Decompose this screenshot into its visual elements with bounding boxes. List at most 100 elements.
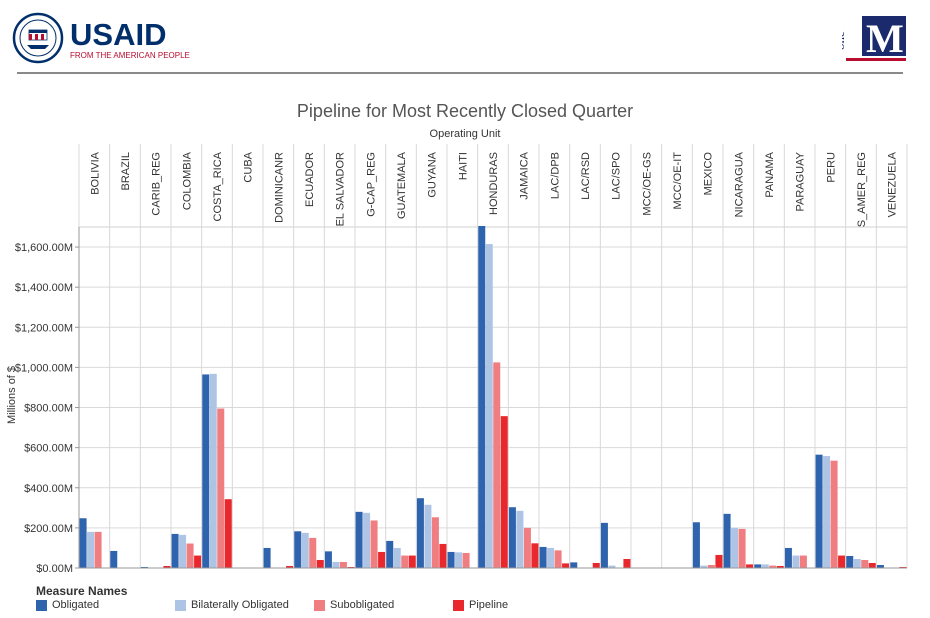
bar-obligated	[478, 225, 486, 568]
category-label: DOMINICANR	[273, 152, 285, 223]
bar-pipeline	[286, 565, 294, 568]
category-label: LAC/DPB	[549, 152, 561, 199]
bar-obligated	[79, 518, 87, 568]
bar-subobligated	[830, 460, 838, 568]
chart-title: Pipeline for Most Recently Closed Quarte…	[296, 101, 634, 121]
chart-subtitle: Operating Unit	[429, 128, 501, 140]
bar-obligated	[784, 547, 792, 568]
category-label: HAITI	[457, 152, 469, 180]
category-label: S_AMER_REG	[856, 152, 868, 227]
category-label: ECUADOR	[304, 152, 316, 207]
bar-obligated	[294, 531, 302, 568]
legend-swatch-pipeline	[453, 599, 464, 611]
bar-bilaterally-obligated	[792, 555, 800, 568]
legend-item-obligated: Obligated	[36, 598, 99, 612]
bar-subobligated	[799, 555, 807, 568]
bar-subobligated	[554, 550, 562, 568]
category-label: COSTA_RICA	[212, 151, 224, 221]
bar-bilaterally-obligated	[301, 532, 309, 568]
bar-subobligated	[769, 565, 777, 568]
category-label: MCC/OE-GS	[641, 152, 653, 216]
bar-obligated	[570, 562, 578, 568]
bar-pipeline	[439, 543, 447, 568]
bar-subobligated	[861, 559, 869, 568]
bar-subobligated	[401, 555, 409, 568]
category-label: EL SALVADOR	[335, 152, 347, 226]
bar-bilaterally-obligated	[363, 512, 371, 568]
bar-pipeline	[838, 555, 846, 568]
y-tick-label: $1,600.00M	[15, 242, 73, 254]
legend-label-subobligated: Subobligated	[330, 599, 395, 611]
bar-obligated	[846, 555, 854, 568]
bar-subobligated	[339, 561, 347, 568]
legend-title: Measure Names	[36, 584, 128, 598]
onem-logo: M one	[842, 16, 906, 61]
bar-pipeline	[715, 554, 723, 568]
onem-letter: M	[866, 16, 904, 61]
bar-bilaterally-obligated	[424, 504, 432, 568]
category-label: PARAGUAY	[795, 151, 807, 211]
bar-obligated	[539, 546, 547, 568]
bar-pipeline	[623, 558, 631, 568]
bar-pipeline	[531, 543, 539, 568]
legend-swatch-obligated	[36, 599, 47, 611]
bar-obligated	[355, 511, 363, 568]
bar-obligated	[202, 374, 210, 568]
bar-subobligated	[431, 517, 439, 568]
bar-bilaterally-obligated	[731, 527, 739, 568]
bar-bilaterally-obligated	[179, 534, 187, 568]
bar-bilaterally-obligated	[332, 561, 340, 568]
category-label: CUBA	[243, 151, 255, 182]
category-label: BOLIVIA	[89, 151, 101, 194]
bar-subobligated	[186, 543, 194, 568]
bar-obligated	[263, 547, 271, 568]
y-tick-label: $200.00M	[24, 523, 73, 535]
legend-swatch-subobligated	[314, 599, 325, 611]
category-label: G-CAP_REG	[365, 152, 377, 217]
bar-obligated	[386, 540, 394, 568]
bar-subobligated	[309, 537, 317, 568]
header-divider	[17, 72, 903, 74]
bar-pipeline	[194, 555, 202, 568]
bar-pipeline	[408, 555, 416, 568]
bar-pipeline	[899, 566, 907, 568]
category-label: NICARAGUA	[733, 151, 745, 217]
y-tick-label: $1,200.00M	[15, 322, 73, 334]
bar-obligated	[416, 498, 424, 568]
category-label: GUATEMALA	[396, 151, 408, 219]
y-tick-label: $1,400.00M	[15, 282, 73, 294]
bar-obligated	[171, 533, 179, 568]
bar-subobligated	[738, 528, 746, 568]
category-label: LAC/RSD	[580, 152, 592, 200]
bar-pipeline	[776, 565, 784, 568]
bar-bilaterally-obligated	[700, 565, 708, 568]
bar-obligated	[600, 522, 608, 568]
bar-pipeline	[224, 499, 232, 568]
bar-obligated	[447, 551, 455, 568]
bar-pipeline	[592, 562, 600, 568]
usaid-tagline: FROM THE AMERICAN PEOPLE	[70, 51, 190, 60]
category-label: MEXICO	[703, 152, 715, 196]
legend-item-subobligated: Subobligated	[314, 598, 394, 612]
bar-obligated	[815, 454, 823, 568]
y-tick-label: $400.00M	[24, 483, 73, 495]
bar-bilaterally-obligated	[608, 565, 616, 568]
legend-label-pipeline: Pipeline	[469, 599, 509, 611]
y-tick-label: $600.00M	[24, 443, 73, 455]
category-label: BRAZIL	[120, 152, 132, 191]
category-label: LAC/SPO	[611, 152, 623, 200]
bar-subobligated	[217, 408, 225, 568]
category-label: CARIB_REG	[151, 152, 163, 216]
bar-obligated	[324, 551, 332, 568]
y-tick-label: $1,000.00M	[15, 362, 73, 374]
usaid-wordmark: USAID	[70, 17, 166, 52]
category-label: PERU	[825, 152, 837, 183]
bar-obligated	[754, 564, 762, 568]
bar-subobligated	[493, 362, 501, 568]
bar-obligated	[876, 564, 884, 568]
legend-item-pipeline: Pipeline	[453, 598, 508, 612]
bar-bilaterally-obligated	[761, 564, 769, 568]
bar-bilaterally-obligated	[853, 558, 861, 568]
bar-pipeline	[500, 416, 508, 568]
